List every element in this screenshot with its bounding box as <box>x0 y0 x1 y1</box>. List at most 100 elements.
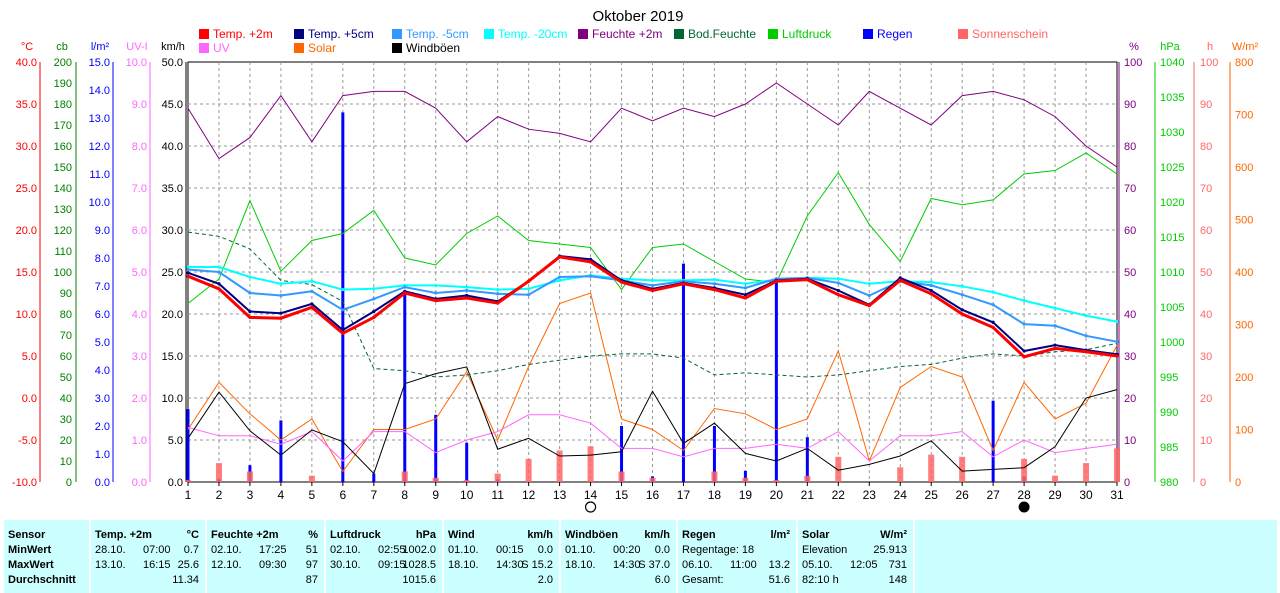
cb-tick-label: 30 <box>60 414 72 426</box>
stats-header-row: Windböen km/h <box>561 528 676 543</box>
stats-value: S 15.2 <box>521 559 553 571</box>
series-line <box>187 366 1118 475</box>
chart-lines <box>186 82 1119 475</box>
hum-tick-label: 40 <box>1124 309 1136 321</box>
pres-tick-label: 1000 <box>1160 337 1184 349</box>
stats-panel: Solar W/m² Elevation 25.913 05.10. 12:05 731 82… <box>798 520 913 593</box>
stats-date: 05.10. <box>802 559 833 571</box>
sunshine-bar <box>1021 458 1028 482</box>
wind-tick-label: 15.0 <box>162 351 183 363</box>
stats-row: 13.10. 16:15 25.6 <box>91 558 205 573</box>
stats-row: 18.10. 14:30 S 37.0 <box>561 558 676 573</box>
stats-unit: km/h <box>644 529 670 541</box>
stats-time: 11:00 <box>730 559 757 571</box>
cb-tick-label: 50 <box>60 372 72 384</box>
sunshine-bar <box>711 471 718 482</box>
x-tick-label: 27 <box>986 488 1000 502</box>
stats-value: 1028.5 <box>402 559 436 571</box>
statistics-table: Sensor MinWert MaxWert Durchschnitt Temp. +2… <box>0 515 1280 593</box>
stats-header-row: Sensor <box>4 528 89 543</box>
x-tick-label: 23 <box>863 488 877 502</box>
legend-swatch <box>392 29 402 39</box>
x-tick-label: 8 <box>401 488 408 502</box>
stats-header-row: Regen l/m² <box>678 528 796 543</box>
moon-phases <box>584 501 1030 513</box>
series-point <box>341 308 345 312</box>
sunshine-bar <box>618 471 625 482</box>
chart-grid <box>187 61 1118 483</box>
legend-swatch <box>199 29 209 39</box>
stats-unit: hPa <box>415 529 436 541</box>
stats-panel: Regen l/m² Regentage: 18 06.10. 11:00 13.2 Ges… <box>678 520 796 593</box>
stats-label-row: Durchschnitt <box>4 573 89 588</box>
sun-tick-label: 20 <box>1200 393 1212 405</box>
series-point <box>681 282 686 286</box>
sunshine-bar <box>463 479 470 482</box>
series-point <box>186 265 190 269</box>
stats-unit: W/m² <box>880 529 907 541</box>
series-line <box>187 152 1118 304</box>
series-point <box>465 285 469 289</box>
cb-tick-label: 160 <box>54 141 72 153</box>
temp-tick-label: -5.0 <box>18 435 37 447</box>
temp-tick-label: 10.0 <box>16 309 37 321</box>
hum-tick-label: 0 <box>1124 477 1130 489</box>
series-point <box>372 315 376 319</box>
series-point <box>960 284 964 288</box>
rain-unit-label: l/m² <box>91 41 110 53</box>
stats-value: 2.0 <box>537 574 553 586</box>
series-point <box>743 296 748 300</box>
stats-time: 00:15 <box>496 544 524 556</box>
x-tick-label: 16 <box>646 488 660 502</box>
x-tick-label: 3 <box>247 488 254 502</box>
wind-tick-label: 45.0 <box>162 99 183 111</box>
solar-tick-label: 400 <box>1235 267 1253 279</box>
legend-label: Temp. +2m <box>213 27 273 41</box>
series-point <box>341 331 345 335</box>
sunshine-bar <box>587 446 594 482</box>
stats-date: 18.10. <box>565 559 596 571</box>
legend-label: Luftdruck <box>782 27 832 41</box>
series-point <box>558 278 562 282</box>
sun-tick-label: 40 <box>1200 309 1212 321</box>
series-point <box>279 293 283 298</box>
cb-tick-label: 100 <box>54 267 72 279</box>
weather-chart: Oktober 2019 Temp. +2m Temp. +5cm Temp. -5… <box>12 8 1258 513</box>
legend-label: Sonnenschein <box>972 27 1048 41</box>
stats-row: 11.34 <box>91 573 205 588</box>
stats-header: Luftdruck <box>330 529 381 541</box>
temp-tick-label: 25.0 <box>16 183 37 195</box>
full-moon-icon <box>584 501 597 513</box>
stats-header-row: Solar W/m² <box>798 528 913 543</box>
temp-tick-label: 35.0 <box>16 99 37 111</box>
hum-tick-label: 90 <box>1124 99 1136 111</box>
stats-unit: km/h <box>527 529 553 541</box>
series-point <box>712 277 717 282</box>
stats-date: Regentage: 18 <box>682 544 755 556</box>
stats-panel: Feuchte +2m% 02.10. 17:25 51 12.10. 09:30 97 87 <box>207 520 324 593</box>
series-line <box>187 82 1118 168</box>
cb-tick-label: 120 <box>54 225 72 237</box>
stats-header: Feuchte +2m <box>211 529 279 541</box>
pres-unit-label: hPa <box>1160 41 1180 53</box>
rain-bar <box>403 294 407 482</box>
rain-tick-label: 5.0 <box>95 337 110 349</box>
pres-tick-label: 1020 <box>1160 197 1184 209</box>
uv-tick-label: 9.0 <box>132 99 147 111</box>
series-point <box>186 271 190 275</box>
series-point <box>279 311 283 315</box>
temp-tick-label: 30.0 <box>16 141 37 153</box>
series-point <box>588 257 593 261</box>
rain-tick-label: 1.0 <box>95 449 110 461</box>
cb-tick-label: 10 <box>60 456 72 468</box>
hum-tick-label: 10 <box>1124 435 1136 447</box>
wind-unit-label: km/h <box>161 41 185 53</box>
stats-header-row: Feuchte +2m% <box>207 528 324 543</box>
sun-unit-label: h <box>1207 41 1213 53</box>
stats-time: 14:30 <box>613 559 641 571</box>
sunshine-bar <box>525 458 532 482</box>
pres-tick-label: 1015 <box>1160 232 1184 244</box>
stats-row: 28.10. 07:00 0.7 <box>91 543 205 558</box>
series-point <box>867 282 871 286</box>
pres-tick-label: 985 <box>1160 442 1178 454</box>
